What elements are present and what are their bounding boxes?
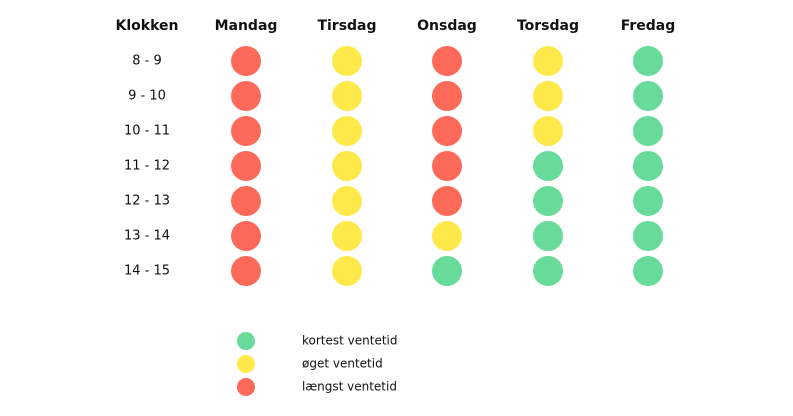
status-dot bbox=[332, 221, 362, 251]
status-dot bbox=[533, 151, 563, 181]
status-dot bbox=[533, 116, 563, 146]
status-dot bbox=[231, 46, 261, 76]
status-dot bbox=[633, 186, 663, 216]
legend-label: øget ventetid bbox=[302, 357, 383, 371]
status-dot bbox=[533, 186, 563, 216]
status-dot bbox=[332, 151, 362, 181]
status-dot bbox=[633, 116, 663, 146]
status-dot bbox=[332, 256, 362, 286]
status-dot bbox=[633, 46, 663, 76]
status-dot bbox=[332, 46, 362, 76]
time-label: 12 - 13 bbox=[124, 194, 170, 209]
status-dot bbox=[432, 151, 462, 181]
time-label: 9 - 10 bbox=[128, 89, 166, 104]
status-dot bbox=[332, 186, 362, 216]
status-dot bbox=[432, 81, 462, 111]
time-label: 10 - 11 bbox=[124, 124, 170, 139]
column-header: Mandag bbox=[215, 18, 278, 34]
column-header: Tirsdag bbox=[317, 18, 376, 34]
status-dot bbox=[432, 256, 462, 286]
status-dot bbox=[432, 46, 462, 76]
status-dot bbox=[533, 221, 563, 251]
status-dot bbox=[231, 81, 261, 111]
time-label: 14 - 15 bbox=[124, 264, 170, 279]
status-dot bbox=[332, 81, 362, 111]
legend-dot bbox=[237, 332, 255, 350]
status-dot bbox=[231, 256, 261, 286]
status-dot bbox=[533, 81, 563, 111]
column-header: Fredag bbox=[621, 18, 676, 34]
status-dot bbox=[533, 256, 563, 286]
time-label: 8 - 9 bbox=[132, 54, 162, 69]
status-dot bbox=[231, 186, 261, 216]
status-dot bbox=[432, 186, 462, 216]
status-dot bbox=[432, 116, 462, 146]
status-dot bbox=[231, 221, 261, 251]
status-dot bbox=[533, 46, 563, 76]
legend-dot bbox=[237, 355, 255, 373]
column-header: Klokken bbox=[116, 18, 179, 34]
legend-label: kortest ventetid bbox=[302, 334, 398, 348]
time-label: 11 - 12 bbox=[124, 159, 170, 174]
status-dot bbox=[432, 221, 462, 251]
status-dot bbox=[633, 81, 663, 111]
column-header: Onsdag bbox=[417, 18, 477, 34]
status-dot bbox=[332, 116, 362, 146]
status-dot bbox=[231, 151, 261, 181]
legend-dot bbox=[237, 378, 255, 396]
column-header: Torsdag bbox=[517, 18, 579, 34]
status-dot bbox=[231, 116, 261, 146]
legend-label: længst ventetid bbox=[302, 380, 397, 394]
status-dot bbox=[633, 221, 663, 251]
time-label: 13 - 14 bbox=[124, 229, 170, 244]
status-dot bbox=[633, 151, 663, 181]
status-dot bbox=[633, 256, 663, 286]
